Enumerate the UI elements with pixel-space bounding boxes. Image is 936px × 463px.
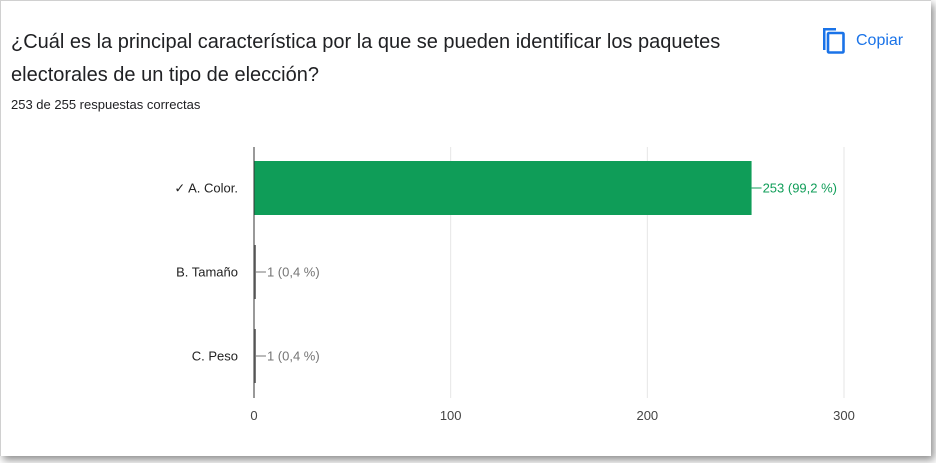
category-label: B. Tamaño <box>176 265 238 280</box>
bar <box>254 245 256 299</box>
bar <box>254 329 256 383</box>
copy-button-label: Copiar <box>856 32 904 49</box>
data-label: 1 (0,4 %) <box>267 349 320 364</box>
question-card: ¿Cuál es la principal característica por… <box>0 0 931 456</box>
category-label: C. Peso <box>192 349 238 364</box>
correct-answers-summary: 253 de 255 respuestas correctas <box>11 97 201 112</box>
copy-icon <box>821 28 845 54</box>
data-label: 1 (0,4 %) <box>267 265 320 280</box>
bar-chart: 0 100 200 300 ✓ A. Color. 253 (99,2 %) B. Tama… <box>174 147 855 423</box>
x-tick-label: 300 <box>833 408 855 423</box>
data-label: 253 (99,2 %) <box>763 181 837 196</box>
x-tick-label: 200 <box>636 408 658 423</box>
category-label: ✓ A. Color. <box>174 181 238 196</box>
x-tick-label: 0 <box>250 408 257 423</box>
x-tick-label: 100 <box>440 408 462 423</box>
bar <box>254 161 752 215</box>
copy-button[interactable]: Copiar <box>821 27 903 55</box>
question-title: ¿Cuál es la principal característica por… <box>11 31 721 86</box>
